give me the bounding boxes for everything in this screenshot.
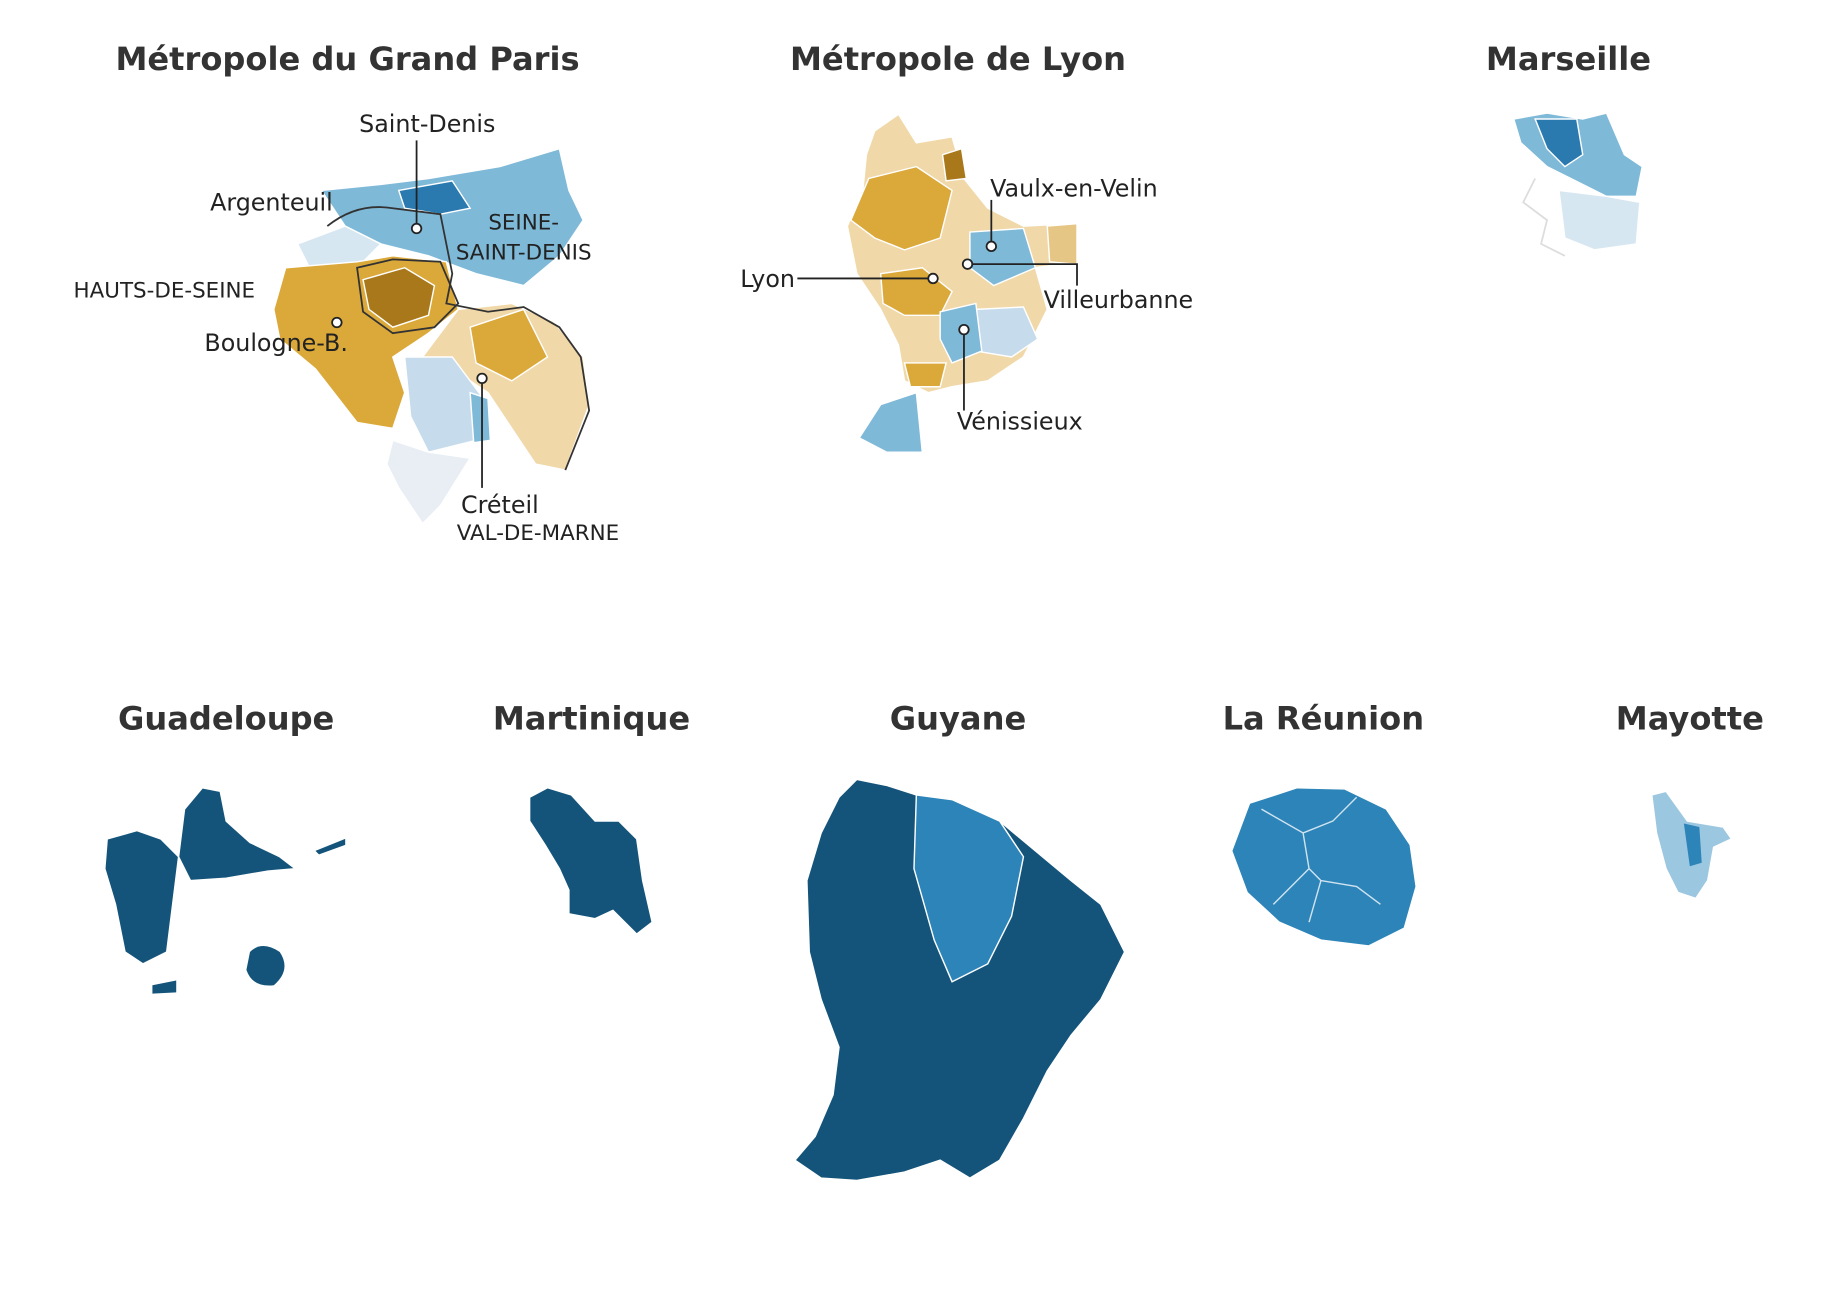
- area-label: SAINT-DENIS: [456, 240, 592, 265]
- lyon-map: Vaulx-en-Velin Lyon Villeurbanne Vénissi…: [740, 113, 1194, 453]
- guadeloupe-map: [104, 786, 346, 994]
- place-label: Saint-Denis: [359, 110, 495, 138]
- place-label: Boulogne-B.: [204, 329, 348, 357]
- map-title: Guyane: [890, 699, 1026, 737]
- place-label: Villeurbanne: [1044, 286, 1194, 314]
- area-label: HAUTS-DE-SEINE: [74, 278, 256, 303]
- place-label: Vénissieux: [957, 408, 1083, 436]
- place-label: Vaulx-en-Velin: [990, 174, 1158, 202]
- mayotte-map: [1650, 790, 1733, 900]
- map-title: Guadeloupe: [118, 699, 334, 737]
- place-label: Argenteuil: [210, 189, 333, 217]
- place-label: Créteil: [461, 491, 539, 519]
- map-title: La Réunion: [1223, 699, 1424, 737]
- map-title: Martinique: [493, 699, 690, 737]
- grand-paris-map: Saint-Denis Argenteuil SEINE- SAINT-DENI…: [74, 110, 620, 546]
- marseille-map: [1512, 112, 1644, 257]
- map-title: Métropole de Lyon: [790, 40, 1126, 78]
- map-title: Métropole du Grand Paris: [115, 40, 579, 78]
- guyane-map: [793, 778, 1126, 1182]
- area-label: SEINE-: [488, 211, 559, 236]
- reunion-map: [1230, 787, 1417, 947]
- map-title: Marseille: [1486, 40, 1651, 78]
- place-label: Lyon: [740, 265, 795, 293]
- area-label: VAL-DE-MARNE: [457, 521, 619, 546]
- martinique-map: [528, 786, 653, 936]
- map-title: Mayotte: [1616, 699, 1764, 737]
